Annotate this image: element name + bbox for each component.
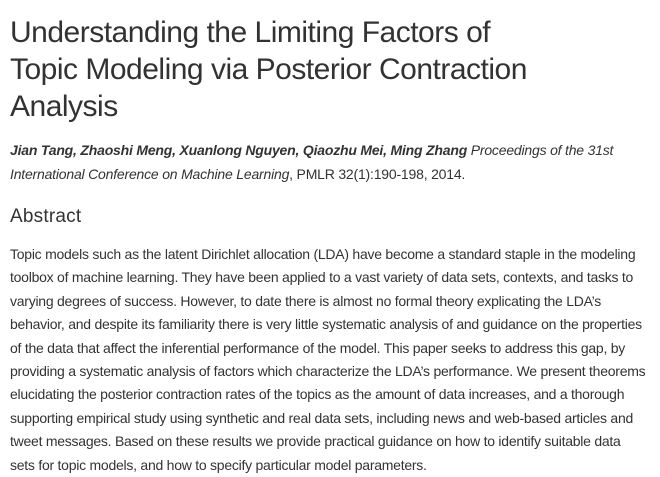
paper-title-line-1: Understanding the Limiting Factors of (10, 16, 491, 49)
venue-name: Proceedings of the 31st International Co… (10, 142, 614, 182)
paper-title-line-2: Topic Modeling via Posterior Contraction (10, 53, 527, 86)
paper-title-line-3: Analysis (10, 90, 118, 123)
abstract-heading: Abstract (10, 206, 82, 227)
citation-details: , PMLR 32(1):190-198, 2014. (289, 166, 466, 182)
abstract-text: Topic models such as the latent Dirichle… (10, 246, 646, 473)
paper-title: Understanding the Limiting Factors of Top… (10, 14, 648, 125)
paper-authors: Jian Tang, Zhaoshi Meng, Xuanlong Nguyen… (10, 142, 468, 158)
paper-byline: Jian Tang, Zhaoshi Meng, Xuanlong Nguyen… (10, 138, 648, 186)
